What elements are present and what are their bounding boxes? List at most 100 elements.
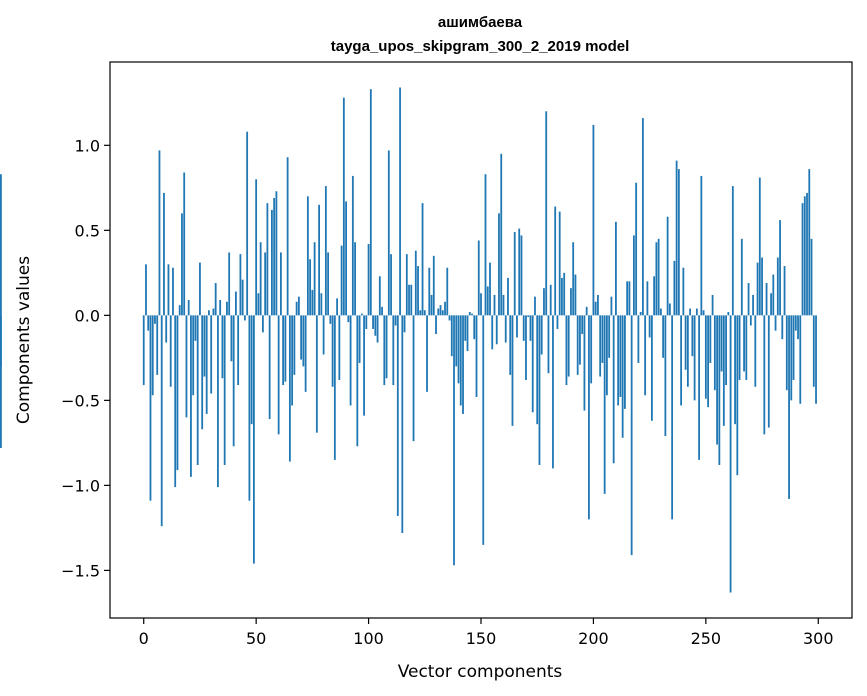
bar bbox=[300, 315, 303, 360]
bar bbox=[320, 293, 323, 316]
bar bbox=[466, 315, 469, 352]
bar bbox=[205, 315, 208, 414]
bar bbox=[520, 235, 523, 316]
bar bbox=[518, 228, 521, 316]
y-axis: −1.5 −1.0 −0.5 0.0 0.5 1.0 bbox=[61, 136, 110, 580]
bar bbox=[212, 308, 215, 316]
bar bbox=[763, 315, 766, 435]
bar bbox=[0, 174, 2, 316]
bar bbox=[767, 315, 770, 428]
bar bbox=[644, 315, 647, 396]
bar bbox=[250, 315, 253, 425]
bar bbox=[293, 315, 296, 375]
bar bbox=[190, 315, 192, 477]
bar bbox=[381, 306, 383, 316]
bar bbox=[637, 315, 640, 363]
bar bbox=[347, 315, 350, 323]
bar bbox=[680, 315, 683, 406]
bar bbox=[444, 301, 446, 316]
bar bbox=[340, 245, 343, 316]
bar bbox=[601, 315, 604, 363]
bar bbox=[716, 315, 718, 445]
bar bbox=[576, 315, 579, 375]
bar bbox=[781, 315, 784, 340]
bar bbox=[592, 124, 595, 316]
bar bbox=[226, 301, 228, 316]
bar bbox=[507, 277, 509, 316]
bar bbox=[273, 198, 276, 316]
bar bbox=[653, 276, 656, 316]
bar bbox=[306, 196, 309, 316]
bar bbox=[356, 315, 359, 447]
bar bbox=[734, 315, 736, 425]
x-axis: 0 50 100 150 200 250 300 bbox=[139, 618, 834, 648]
bar bbox=[471, 313, 473, 316]
bar bbox=[572, 242, 575, 316]
bar bbox=[516, 315, 518, 338]
bar bbox=[358, 315, 361, 363]
bar bbox=[695, 308, 698, 316]
bar bbox=[345, 201, 347, 316]
bar bbox=[511, 315, 514, 426]
bar bbox=[181, 213, 183, 316]
bar bbox=[194, 315, 197, 341]
bar bbox=[671, 315, 674, 520]
bar bbox=[230, 315, 233, 362]
bar bbox=[536, 315, 539, 425]
bar bbox=[583, 315, 586, 411]
bar bbox=[174, 315, 177, 488]
bar bbox=[176, 315, 179, 471]
x-tick-label: 150 bbox=[466, 629, 497, 648]
bar bbox=[151, 315, 154, 396]
bar bbox=[693, 315, 696, 401]
bar bbox=[387, 150, 390, 316]
bar bbox=[327, 252, 330, 316]
bar bbox=[731, 186, 734, 316]
bar bbox=[686, 315, 689, 387]
bar bbox=[405, 254, 408, 316]
bar bbox=[628, 281, 631, 316]
bar bbox=[765, 283, 768, 316]
bar bbox=[253, 315, 255, 564]
bar bbox=[480, 293, 482, 316]
bar bbox=[246, 131, 249, 316]
y-tick-label: −0.5 bbox=[61, 391, 100, 410]
bar bbox=[149, 315, 152, 501]
bar bbox=[525, 315, 527, 380]
bar bbox=[657, 238, 660, 316]
bar bbox=[806, 192, 808, 316]
bar bbox=[615, 221, 617, 316]
bar bbox=[270, 209, 273, 316]
bar bbox=[396, 315, 399, 516]
bar bbox=[691, 315, 694, 357]
x-tick-label: 250 bbox=[691, 629, 722, 648]
bar bbox=[484, 174, 487, 316]
y-tick-label: 0.5 bbox=[75, 221, 100, 240]
chart-subtitle: tayga_upos_skipgram_300_2_2019 model bbox=[331, 38, 630, 55]
bar bbox=[199, 262, 201, 316]
bar bbox=[264, 252, 267, 316]
bar bbox=[531, 315, 534, 413]
bar bbox=[534, 296, 536, 316]
bar bbox=[745, 315, 748, 380]
bar bbox=[612, 315, 615, 464]
bar bbox=[309, 259, 312, 316]
bar bbox=[237, 315, 240, 386]
x-tick-label: 50 bbox=[246, 629, 266, 648]
bar bbox=[619, 315, 622, 397]
bar bbox=[158, 150, 161, 316]
bar bbox=[799, 315, 802, 404]
bar bbox=[646, 281, 649, 316]
bar bbox=[493, 294, 496, 316]
bar bbox=[203, 315, 206, 377]
bar bbox=[437, 308, 440, 316]
bar bbox=[794, 315, 797, 331]
bar bbox=[145, 264, 147, 316]
bar bbox=[599, 315, 602, 377]
bar bbox=[495, 315, 498, 345]
bar bbox=[376, 315, 379, 343]
bar bbox=[473, 315, 476, 340]
x-tick-label: 200 bbox=[578, 629, 609, 648]
bar bbox=[183, 172, 186, 316]
bar bbox=[659, 308, 662, 316]
